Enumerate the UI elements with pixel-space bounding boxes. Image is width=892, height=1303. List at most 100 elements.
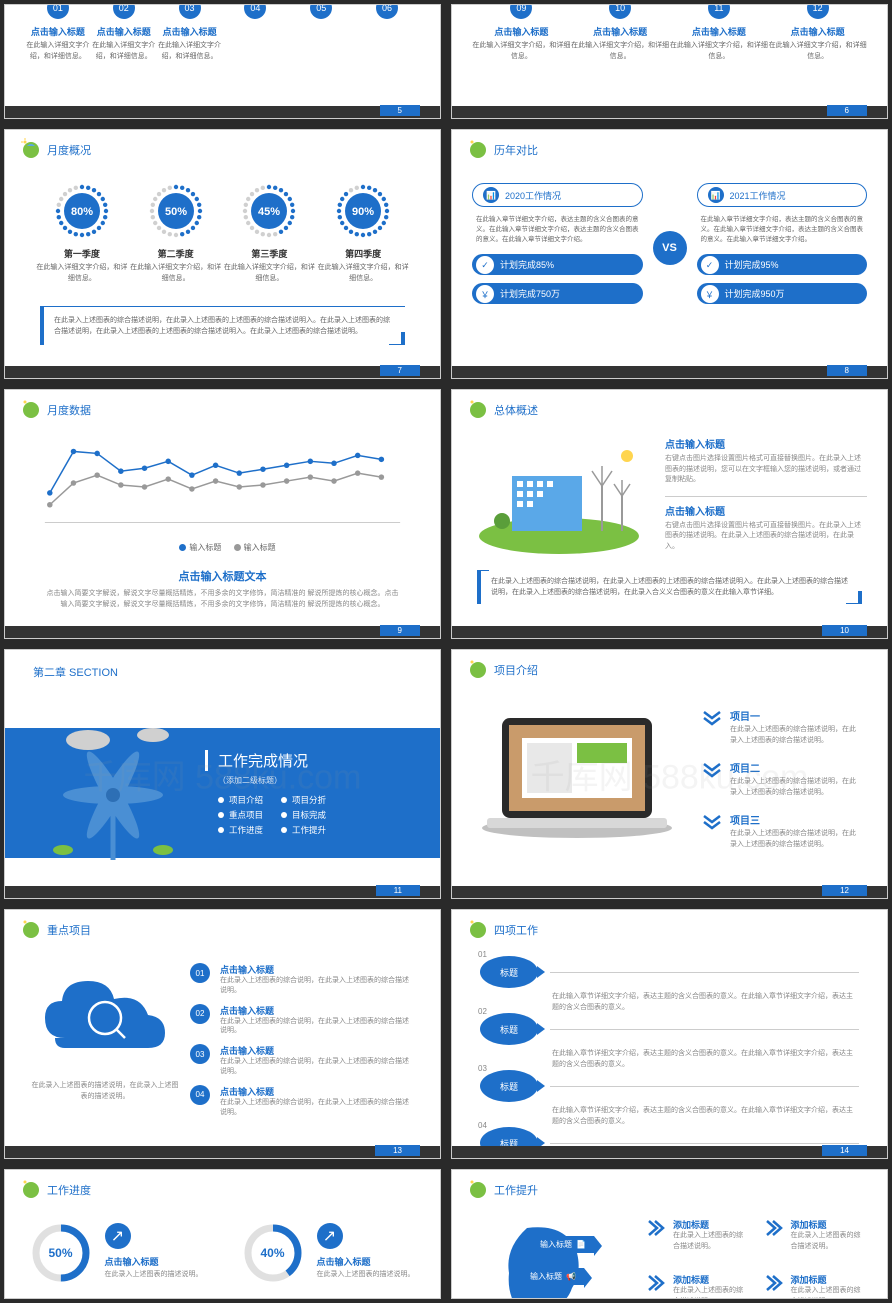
num-desc: 在此输入详细文字介绍，和详细信息。 xyxy=(670,41,769,62)
slide-11: 第二章 SECTION 工作完成情况 （添加二级标题） 项目介绍项目分折重点项目… xyxy=(4,649,441,899)
slide-12: 项目介绍 项目一在此录入上述图表的综合描述说明，在此录入上述图表的综合描述说明。… xyxy=(451,649,888,899)
slide-16: 工作提升 输入标题📄 输入标题📢 添加标题在此录入上述图表的综合描述说明。添加标… xyxy=(451,1169,888,1299)
num-title: 点击输入标题 xyxy=(571,25,670,38)
summary-box: 在此录入上述图表的综合描述说明，在此录入上述图表的上述图表的综合描述说明入。在此… xyxy=(40,306,405,345)
slide-footer xyxy=(5,626,440,638)
hr-item: 添加标题在此录入上述图表的综合描述说明。 xyxy=(647,1273,745,1299)
num-item: 04 xyxy=(222,4,288,62)
slide-title: 月度概况 xyxy=(5,130,440,158)
page-number: 9 xyxy=(380,625,420,636)
section-item: 目标完成 xyxy=(281,809,326,821)
num-desc: 在此输入详细文字介绍，和详细信息。 xyxy=(472,41,571,62)
gauge: 80%第一季度在此输入详细文字介绍，和详细信息。 xyxy=(35,183,129,284)
slide-6: 09点击输入标题在此输入详细文字介绍，和详细信息。 10点击输入标题在此输入详细… xyxy=(451,4,888,119)
chevron-down-icon xyxy=(702,762,722,782)
check-icon: ✓ xyxy=(476,256,494,274)
key-right: 01点击输入标题在此录入上述图表的综合说明，在此录入上述图表的综合描述说明。02… xyxy=(190,963,415,1125)
head-right: 添加标题在此录入上述图表的综合描述说明。添加标题在此录入上述图表的综合描述说明。… xyxy=(647,1218,862,1299)
section-item: 重点项目 xyxy=(218,809,263,821)
num-row: 01点击输入标题在此输入详细文字介绍，和详细信息。 02点击输入标题在此输入详细… xyxy=(5,4,440,62)
earth-icon xyxy=(19,916,43,940)
compare-head: 📊2021工作情况 xyxy=(697,183,868,207)
money-icon: ￥ xyxy=(476,285,494,303)
page-number: 7 xyxy=(380,365,420,376)
money-icon: ￥ xyxy=(701,285,719,303)
gauge: 90%第四季度在此输入详细文字介绍，和详细信息。 xyxy=(316,183,410,284)
project-item: 项目三在此录入上述图表的综合描述说明，在此录入上述图表的综合描述说明。 xyxy=(702,812,862,850)
num-item: 06 xyxy=(354,4,420,62)
projects: 项目一在此录入上述图表的综合描述说明，在此录入上述图表的综合描述说明。项目二在此… xyxy=(452,678,887,874)
num-desc: 在此输入详细文字介绍，和详细信息。 xyxy=(157,41,223,62)
page-number: 6 xyxy=(827,105,867,116)
chevron-down-icon xyxy=(702,710,722,730)
page-number: 11 xyxy=(376,885,420,896)
fw-item: 03标题在此输入章节详细文字介绍，表达主题的含义合图表的意义。在此输入章节详细文… xyxy=(480,1070,859,1127)
project-list: 项目一在此录入上述图表的综合描述说明，在此录入上述图表的综合描述说明。项目二在此… xyxy=(702,708,862,864)
slide-13: 重点项目 重点项目 在此录入上述图表的描述说明，在此录入上述图表的描述说明。 0… xyxy=(4,909,441,1159)
earth-icon xyxy=(466,656,490,680)
num-circle: 11 xyxy=(708,4,730,19)
num-title: 点击输入标题 xyxy=(670,25,769,38)
ovw-heading: 点击输入标题 xyxy=(665,496,867,518)
gauge: 50%第二季度在此输入详细文字介绍，和详细信息。 xyxy=(129,183,223,284)
city-image xyxy=(472,436,647,562)
compare-head: 📊2020工作情况 xyxy=(472,183,643,207)
earth-icon xyxy=(19,136,43,160)
hr-item: 添加标题在此录入上述图表的综合描述说明。 xyxy=(765,1273,863,1299)
svg-text:90%: 90% xyxy=(352,206,374,218)
key-left: 重点项目 在此录入上述图表的描述说明，在此录入上述图表的描述说明。 xyxy=(30,963,180,1125)
slide-title: 项目介绍 xyxy=(452,650,887,678)
summary: 在此录入上述图表的综合描述说明，在此录入上述图表的上述图表的综合描述说明入。在此… xyxy=(477,571,862,604)
slide-10: 总体概述 点击输入标题 右键点击图片选择设置图片格式可直接替换图片。在此录入上述… xyxy=(451,389,888,639)
page-number: 14 xyxy=(822,1145,867,1156)
chevron-right-icon xyxy=(647,1274,665,1292)
svg-text:80%: 80% xyxy=(71,206,93,218)
legend-label: 输入标题 xyxy=(244,543,276,552)
head-slide: 输入标题📄 输入标题📢 添加标题在此录入上述图表的综合描述说明。添加标题在此录入… xyxy=(452,1198,887,1299)
chart-desc: 点击输入简要文字解说，解说文字尽量概括精炼，不用多余的文字修饰，简洁精准的 解说… xyxy=(45,588,400,610)
earth-icon xyxy=(466,1176,490,1200)
progress: 50%↗点击输入标题在此录入上述图表的描述说明。40%↗点击输入标题在此录入上述… xyxy=(5,1198,440,1288)
earth-icon xyxy=(466,136,490,160)
num-item: 03点击输入标题在此输入详细文字介绍，和详细信息。 xyxy=(157,4,223,62)
chart-title: 点击输入标题文本 xyxy=(5,568,440,584)
pill: ￥计划完成950万 xyxy=(697,283,868,304)
num-desc: 在此输入详细文字介绍，和详细信息。 xyxy=(571,41,670,62)
slide-title: 四项工作 xyxy=(452,910,887,938)
svg-text:45%: 45% xyxy=(258,206,280,218)
prog-col: 50%↗点击输入标题在此录入上述图表的描述说明。 xyxy=(31,1223,203,1283)
slide-footer xyxy=(452,106,887,118)
slide-14: 四项工作 01标题在此输入章节详细文字介绍，表达主题的含义合图表的意义。在此输入… xyxy=(451,909,888,1159)
num-title: 点击输入标题 xyxy=(91,25,157,38)
tag: 输入标题📢 xyxy=(522,1268,584,1285)
num-item: 01点击输入标题在此输入详细文字介绍，和详细信息。 xyxy=(25,4,91,62)
num-item: 11 点击输入标题在此输入详细文字介绍，和详细信息。 xyxy=(670,4,769,62)
slide-9: 月度数据 输入标题 输入标题 点击输入标题文本 点击输入简要文字解说，解说文字尽… xyxy=(4,389,441,639)
pill: ￥计划完成750万 xyxy=(472,283,643,304)
project-item: 项目一在此录入上述图表的综合描述说明，在此录入上述图表的综合描述说明。 xyxy=(702,708,862,746)
project-item: 项目二在此录入上述图表的综合描述说明，在此录入上述图表的综合描述说明。 xyxy=(702,760,862,798)
slide-8: 历年对比 📊2020工作情况 在此输入章节详细文字介绍，表达主题的含义合图表的意… xyxy=(451,129,888,379)
check-icon: ✓ xyxy=(701,256,719,274)
slide-title: 工作提升 xyxy=(452,1170,887,1198)
num-title: 点击输入标题 xyxy=(472,25,571,38)
key-item: 02点击输入标题在此录入上述图表的综合说明，在此录入上述图表的综合描述说明。 xyxy=(190,1004,415,1037)
slide-title: 历年对比 xyxy=(452,130,887,158)
num-item: 10点击输入标题在此输入详细文字介绍，和详细信息。 xyxy=(571,4,670,62)
section-content: 工作完成情况 （添加二级标题） 项目介绍项目分折重点项目目标完成工作进度工作提升 xyxy=(205,750,326,836)
slide-title: 总体概述 xyxy=(452,390,887,418)
slide-5: 01点击输入标题在此输入详细文字介绍，和详细信息。 02点击输入标题在此输入详细… xyxy=(4,4,441,119)
slide-title: 重点项目 xyxy=(5,910,440,938)
slide-grid: 01点击输入标题在此输入详细文字介绍，和详细信息。 02点击输入标题在此输入详细… xyxy=(0,0,892,1303)
num-item: 12点击输入标题在此输入详细文字介绍，和详细信息。 xyxy=(768,4,867,62)
compare-left: 📊2020工作情况 在此输入章节详细文字介绍，表达主题的含义合图表的意义。在此输… xyxy=(472,183,643,312)
chevron-down-icon xyxy=(702,814,722,834)
num-row: 09点击输入标题在此输入详细文字介绍，和详细信息。 10点击输入标题在此输入详细… xyxy=(452,4,887,62)
num-title: 点击输入标题 xyxy=(768,25,867,38)
earth-icon xyxy=(19,396,43,420)
pill: ✓计划完成95% xyxy=(697,254,868,275)
laptop-image xyxy=(477,708,677,864)
earth-icon xyxy=(466,396,490,420)
ovw-para: 右键点击图片选择设置图片格式可直接替换图片。在此录入上述图表的描述说明，您可以在… xyxy=(665,454,867,486)
chart-icon: 📊 xyxy=(483,187,499,203)
